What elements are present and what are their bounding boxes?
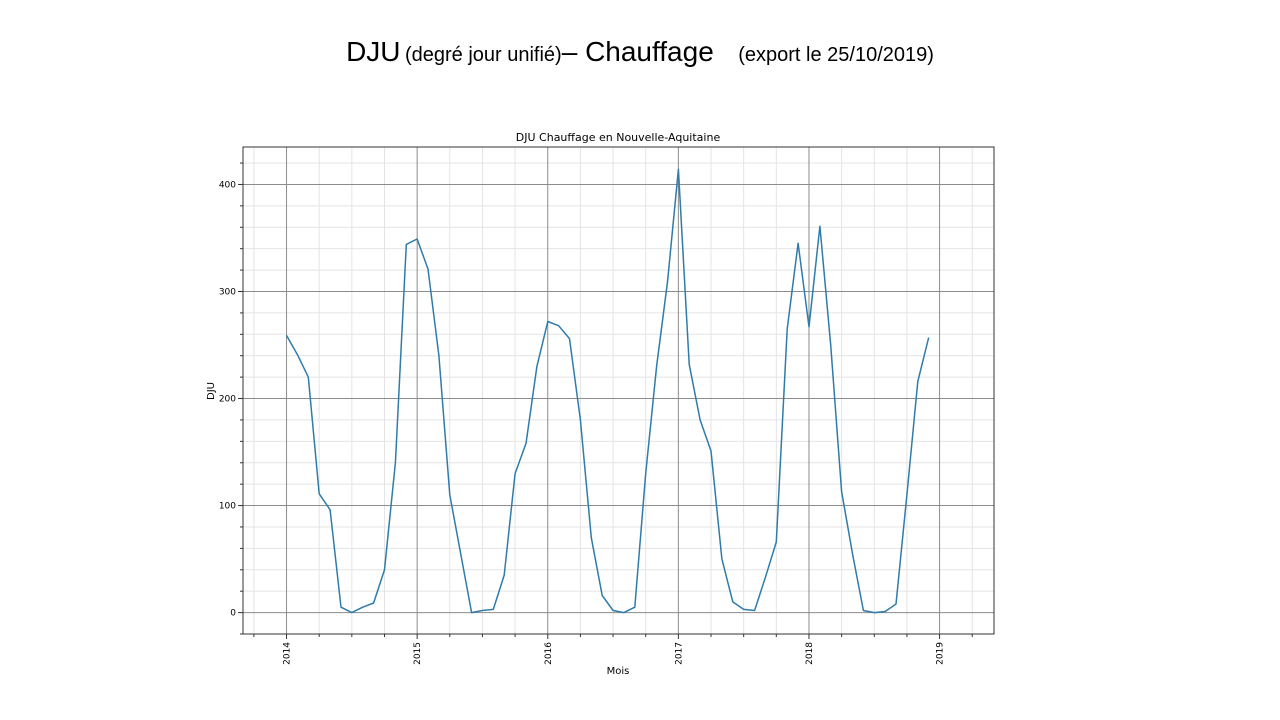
slide-title-export: (export le 25/10/2019): [738, 44, 934, 66]
ticks-group: [238, 162, 973, 639]
slide-title-chauffage: – Chauffage: [561, 36, 714, 67]
x-tick-label: 2018: [805, 642, 815, 665]
x-tick-label: 2019: [936, 642, 946, 665]
series-line: [285, 168, 930, 614]
y-tick-label: 0: [230, 609, 236, 619]
y-axis-label: DJU: [206, 382, 217, 400]
x-tick-label: 2017: [674, 642, 684, 665]
x-tick-label: 2015: [413, 642, 423, 665]
minor-grid: [243, 147, 994, 635]
slide-title-paren: (degré jour unifié): [404, 44, 562, 66]
y-tick-label: 400: [219, 180, 236, 190]
series-group: [285, 168, 930, 614]
slide-title-main: DJU: [346, 36, 401, 67]
major-grid: [243, 147, 994, 634]
x-tick-label: 2014: [283, 642, 293, 665]
slide-title: DJU (degré jour unifié)– Chauffage (expo…: [0, 36, 1280, 68]
tick-labels: 2014 2015 2016 2017 2018 2019 0 100 200 300 400: [219, 180, 946, 664]
chart-title: DJU Chauffage en Nouvelle-Aquitaine: [516, 131, 721, 144]
plot-frame: [242, 146, 995, 635]
x-axis-label: Mois: [607, 666, 630, 677]
y-tick-label: 100: [219, 502, 236, 512]
y-tick-label: 200: [219, 395, 236, 405]
x-tick-label: 2016: [544, 642, 554, 665]
y-tick-label: 300: [219, 287, 236, 297]
